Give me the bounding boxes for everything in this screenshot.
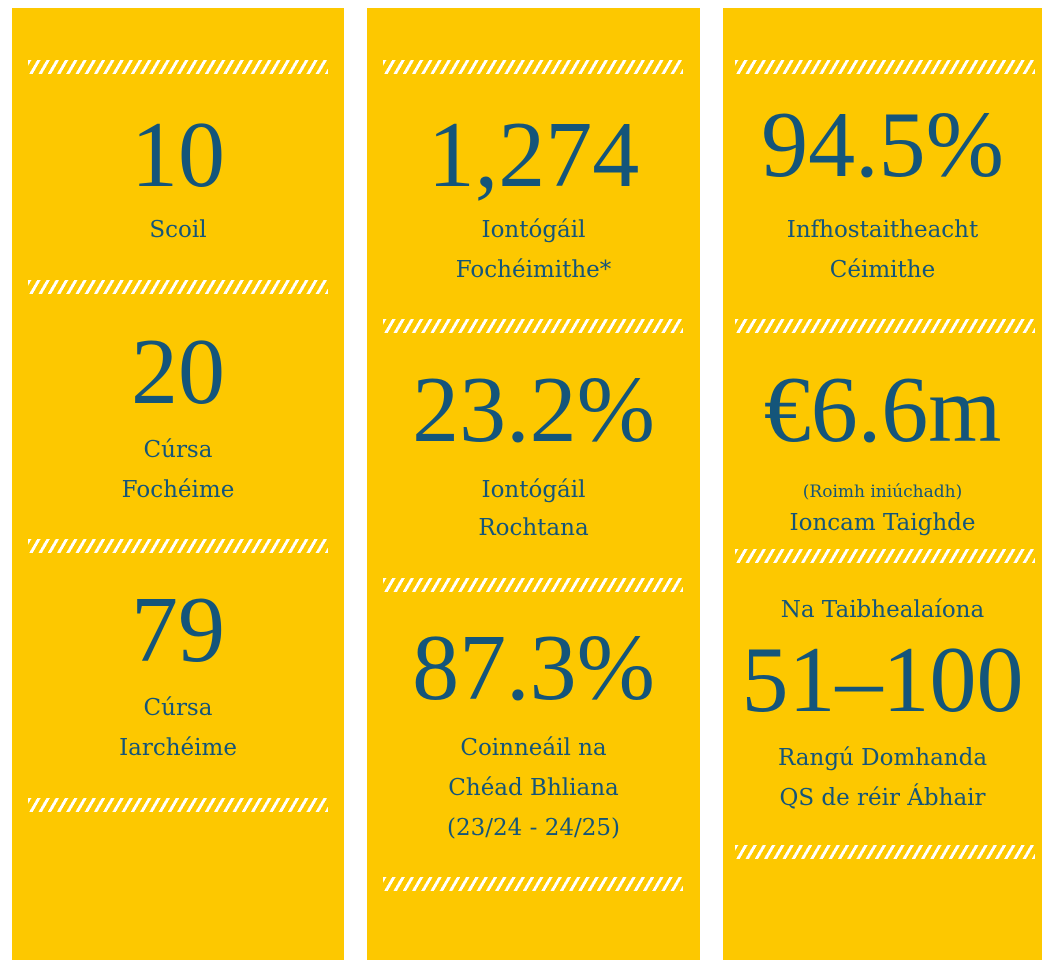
divider [28, 798, 328, 812]
divider [383, 877, 683, 891]
stat-heading: Na Taibhealaíona [780, 597, 985, 623]
stat-label: Infhostaitheacht [786, 217, 979, 243]
divider [383, 319, 683, 333]
stat-column: 94.5% Infhostaitheacht Céimithe €6.6m (R… [723, 8, 1042, 960]
stat-value: 20 [131, 320, 225, 424]
stat-value: 87.3% [412, 616, 655, 720]
divider [735, 845, 1035, 859]
stat-label: Iarchéime [119, 735, 237, 761]
stat-label: Iontógáil [481, 217, 586, 243]
stat-label: Chéad Bhliana [448, 775, 619, 801]
stat-value: 94.5% [761, 93, 1004, 197]
stat-value: 79 [131, 578, 225, 682]
stat-value: 23.2% [412, 358, 655, 462]
divider [735, 319, 1035, 333]
stat-column: 1,274 Iontógáil Fochéimithe* 23.2% Iontó… [367, 8, 700, 960]
stat-label: Fochéimithe* [455, 257, 612, 283]
divider [735, 60, 1035, 74]
divider [383, 60, 683, 74]
stat-label: Rochtana [478, 515, 589, 541]
stat-label: QS de réir Ábhair [779, 785, 986, 811]
divider [28, 539, 328, 553]
stat-label: Rangú Domhanda [777, 745, 988, 771]
stat-label: Cúrsa [143, 437, 213, 463]
stat-label: Iontógáil [481, 477, 586, 503]
stat-label: Coinneáil na [460, 735, 607, 761]
stat-label: (23/24 - 24/25) [447, 815, 620, 841]
divider [28, 280, 328, 294]
stat-label: Ioncam Taighde [789, 510, 976, 536]
divider [735, 549, 1035, 563]
divider [383, 578, 683, 592]
divider [28, 60, 328, 74]
stat-value: 10 [131, 103, 225, 207]
stat-value: 1,274 [427, 103, 640, 207]
stat-label: Cúrsa [143, 695, 213, 721]
stat-label: Scoil [149, 217, 207, 243]
stat-note: (Roimh iniúchadh) [802, 482, 963, 502]
stat-value: 51–100 [741, 628, 1024, 732]
stat-label: Céimithe [829, 257, 936, 283]
stat-column: 10 Scoil 20 Cúrsa Fochéime 79 Cúrsa Iarc… [12, 8, 344, 960]
stat-value: €6.6m [763, 358, 1002, 462]
stat-label: Fochéime [121, 477, 235, 503]
